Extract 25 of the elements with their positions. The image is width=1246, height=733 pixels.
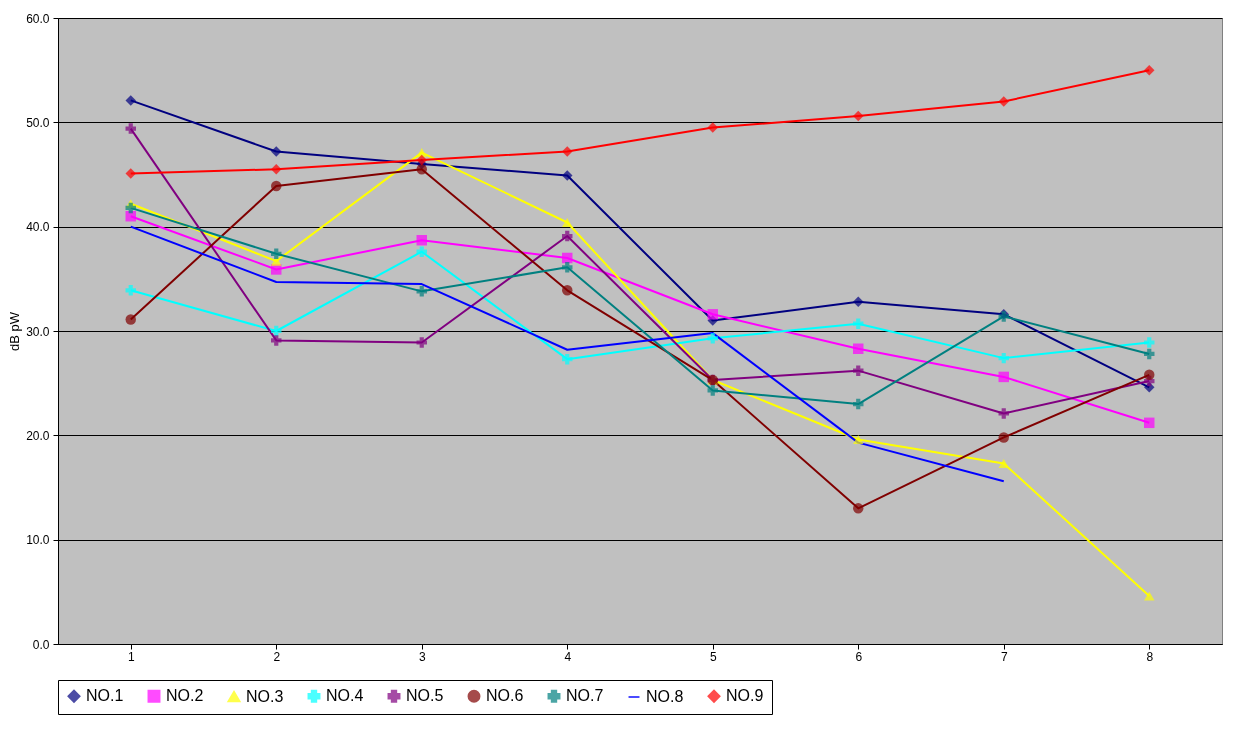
x-tick-label: 3 (418, 649, 426, 664)
legend-label: NO.2 (166, 687, 204, 705)
legend-label: NO.4 (326, 687, 364, 705)
x-tick-label: 1 (127, 649, 135, 664)
legend-label: NO.9 (726, 687, 764, 705)
x-tick-label: 6 (855, 649, 863, 664)
y-tick-label: 20.0 (26, 428, 50, 443)
y-tick-label: 40.0 (26, 220, 50, 235)
legend-label: NO.7 (566, 687, 604, 705)
y-tick-label: 10.0 (26, 533, 50, 548)
y-axis-title: dB pW (7, 311, 23, 352)
x-tick-label: 7 (1000, 649, 1008, 664)
y-tick-label: 60.0 (26, 11, 50, 26)
legend-label: NO.5 (406, 687, 444, 705)
y-tick-label: 0.0 (32, 637, 50, 652)
legend-label: NO.3 (246, 687, 284, 705)
x-tick-label: 4 (564, 649, 572, 664)
x-tick-label: 2 (273, 649, 281, 664)
legend-label: NO.1 (86, 687, 124, 705)
legend-label: NO.6 (486, 687, 524, 705)
y-tick-label: 50.0 (26, 115, 50, 130)
legend-label: NO.8 (646, 688, 684, 705)
y-tick-label: 30.0 (26, 324, 50, 339)
x-tick-label: 8 (1146, 649, 1154, 664)
x-tick-label: 5 (709, 649, 717, 664)
